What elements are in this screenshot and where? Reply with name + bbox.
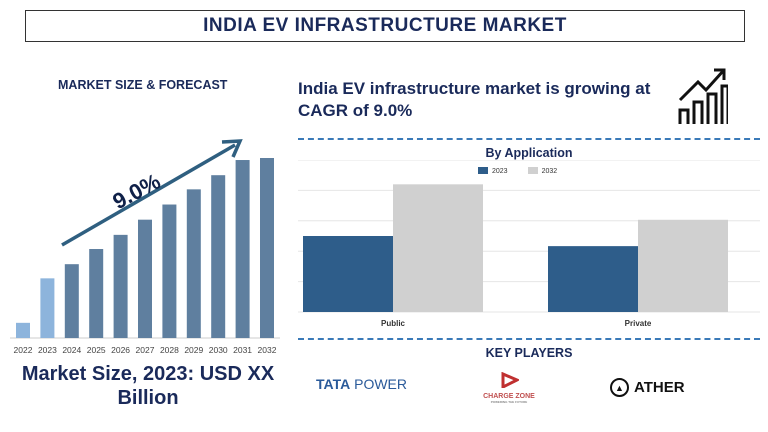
ather-mark-icon: ▲ — [610, 378, 629, 397]
chargezone-logo: CHARGE ZONE POWERING THE FUTURE — [478, 371, 540, 404]
bar-2022 — [16, 322, 30, 338]
cagr-headline: India EV infrastructure market is growin… — [298, 79, 651, 120]
legend: 2023 2032 — [478, 167, 557, 175]
bar-2028 — [162, 204, 177, 338]
bar-private-2032 — [638, 219, 728, 312]
x-tick-label: 2030 — [209, 345, 228, 355]
x-tick-label: Private — [625, 319, 652, 328]
x-tick-label: Public — [381, 319, 406, 328]
bar-2025 — [89, 249, 104, 338]
bar-2026 — [113, 234, 128, 338]
x-tick-label: 2029 — [184, 345, 203, 355]
x-tick-label: 2032 — [258, 345, 277, 355]
chargezone-tagline: POWERING THE FUTURE — [490, 400, 528, 404]
bar-private-2023 — [548, 246, 638, 312]
x-tick-label: 2022 — [14, 345, 33, 355]
x-tick-label: 2025 — [87, 345, 106, 355]
x-tick-label: 2024 — [62, 345, 81, 355]
bar-2030 — [211, 175, 226, 338]
legend-label: 2032 — [541, 168, 558, 175]
x-tick-label: 2027 — [136, 345, 155, 355]
application-chart: Public Private — [298, 160, 760, 328]
growth-arrow — [61, 143, 236, 247]
chargezone-mark-icon — [501, 371, 521, 390]
bar-2027 — [138, 219, 152, 338]
market-size-text: Market Size, 2023: USD XX Billion — [21, 363, 275, 409]
bar-public-2032 — [393, 184, 483, 312]
x-tick-label: 2023 — [38, 345, 57, 355]
market-forecast-subtitle: MARKET SIZE & FORECAST — [58, 78, 228, 92]
application-chart-title: By Application — [485, 146, 573, 160]
arrow-head-icon — [221, 139, 243, 158]
page-title: INDIA EV INFRASTRUCTURE MARKET — [25, 10, 745, 42]
bar-public-2023 — [303, 236, 393, 312]
market-size-chart: 2022 2023 2024 2025 2026 2027 2028 2029 2030 2031… — [10, 139, 280, 355]
divider — [298, 138, 760, 140]
key-players-title: KEY PLAYERS — [485, 346, 573, 360]
divider — [298, 338, 760, 340]
ather-logo: ▲ ATHER — [610, 378, 685, 397]
bar-2023 — [40, 278, 55, 338]
legend-2032: 2032 — [527, 167, 558, 175]
bar-2032 — [260, 158, 274, 338]
growth-chart-icon — [678, 68, 728, 124]
x-tick-label: 2026 — [111, 345, 130, 355]
legend-label: 2023 — [492, 168, 508, 175]
bar-2024 — [64, 264, 79, 338]
bar-2029 — [186, 189, 201, 338]
legend-2023: 2023 — [478, 167, 508, 175]
bar-2031 — [235, 160, 250, 338]
tata-power-logo: TATA POWER — [316, 376, 407, 392]
cagr-annotation: 9.0% — [108, 169, 164, 215]
x-tick-label: 2031 — [233, 345, 252, 355]
x-tick-label: 2028 — [160, 345, 179, 355]
